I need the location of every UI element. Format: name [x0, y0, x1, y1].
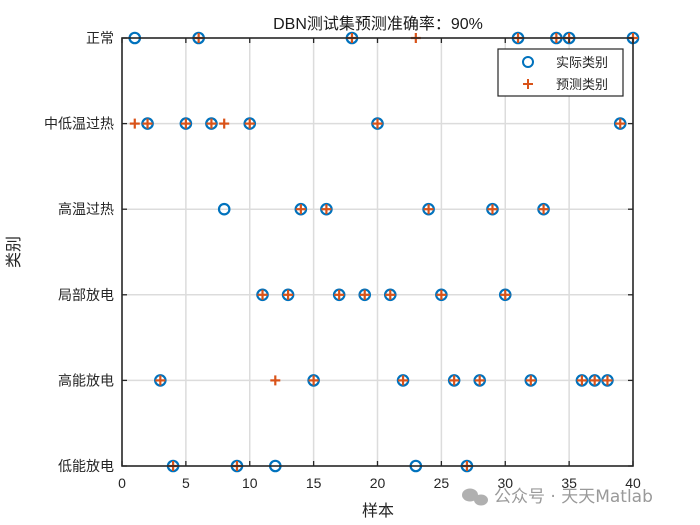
predicted-point: [474, 375, 485, 386]
x-tick-label: 10: [242, 475, 258, 491]
actual-point: [537, 202, 550, 216]
actual-point: [243, 117, 257, 130]
predicted-point: [423, 204, 434, 215]
predicted-point: [615, 118, 626, 129]
y-axis-ticks: 低能放电 高能放电 局部放电 高温过热 中低温过热 正常: [44, 31, 633, 475]
x-axis-ticks: 0 5 10 15 20 25 30 35 40: [118, 38, 641, 491]
actual-point: [294, 202, 308, 216]
actual-point: [383, 288, 397, 302]
actual-point: [575, 374, 589, 387]
predicted-point: [244, 118, 255, 129]
predicted-point: [602, 375, 613, 386]
actual-point: [601, 374, 614, 387]
predicted-point: [180, 118, 191, 129]
y-tick-label: 正常: [86, 31, 114, 47]
predicted-point: [500, 289, 511, 300]
predicted-point: [321, 204, 332, 215]
x-tick-label: 25: [434, 475, 450, 491]
x-tick-label: 5: [182, 475, 190, 491]
actual-point: [256, 288, 269, 302]
actual-point: [281, 288, 295, 302]
x-axis-label: 样本: [362, 501, 394, 520]
y-tick-label: 低能放电: [58, 459, 114, 475]
actual-point: [307, 374, 320, 387]
series-predicted-markers: [129, 33, 638, 471]
actual-point: [473, 374, 486, 387]
actual-point: [332, 288, 346, 302]
y-tick-label: 局部放电: [58, 288, 114, 304]
predicted-point: [142, 118, 153, 129]
actual-point: [524, 374, 538, 387]
actual-point: [371, 117, 384, 130]
x-tick-label: 35: [561, 475, 577, 491]
predicted-point: [270, 375, 281, 386]
predicted-point: [449, 375, 460, 386]
predicted-point: [589, 375, 600, 386]
x-tick-label: 0: [118, 475, 126, 491]
predicted-point: [576, 375, 587, 386]
actual-point: [154, 374, 167, 387]
predicted-point: [538, 204, 549, 215]
x-tick-label: 20: [370, 475, 386, 491]
predicted-point: [398, 375, 409, 386]
actual-point: [217, 202, 231, 216]
predicted-point: [206, 118, 217, 129]
actual-point: [358, 288, 372, 302]
legend-label-actual: 实际类别: [556, 56, 608, 71]
actual-point: [179, 117, 193, 130]
actual-point: [588, 374, 601, 387]
actual-point: [141, 117, 154, 130]
predicted-point: [372, 118, 383, 129]
actual-point: [205, 117, 218, 130]
predicted-point: [257, 289, 268, 300]
legend-circle-icon: [522, 56, 534, 68]
y-tick-label: 高能放电: [58, 372, 114, 389]
actual-point: [486, 202, 499, 216]
legend-box: [497, 48, 624, 97]
predicted-point: [295, 204, 306, 215]
actual-point: [613, 117, 627, 130]
actual-point: [447, 374, 461, 387]
x-tick-label: 40: [625, 475, 641, 491]
x-tick-label: 30: [497, 475, 513, 491]
watermark-text: 公众号 · 天天Matlab: [494, 487, 653, 507]
predicted-point: [487, 204, 498, 215]
actual-point: [422, 202, 435, 216]
predicted-point: [155, 375, 166, 386]
predicted-point: [436, 289, 447, 300]
predicted-point: [359, 289, 370, 300]
predicted-point: [283, 289, 294, 300]
series-actual-markers: [128, 31, 640, 473]
y-axis-label: 类别: [4, 236, 23, 268]
predicted-point: [129, 118, 140, 129]
predicted-point: [334, 289, 345, 300]
legend-plus-icon: [523, 79, 533, 89]
predicted-point: [219, 118, 230, 129]
predicted-point: [525, 375, 536, 386]
chart-title: DBN测试集预测准确率：90%: [273, 15, 483, 33]
legend-label-predicted: 预测类别: [556, 78, 608, 93]
actual-point: [396, 374, 410, 387]
legend: 实际类别 预测类别: [497, 48, 624, 97]
wechat-icon: [462, 488, 488, 506]
actual-point: [320, 202, 333, 216]
grid-lines: [122, 38, 633, 466]
watermark: 公众号 · 天天Matlab: [462, 487, 653, 507]
predicted-point: [385, 289, 396, 300]
y-tick-label: 高温过热: [58, 201, 114, 218]
predicted-point: [308, 375, 319, 386]
actual-point: [498, 288, 512, 302]
x-tick-label: 15: [306, 475, 322, 491]
actual-point: [435, 288, 448, 302]
y-tick-label: 中低温过热: [44, 117, 114, 133]
